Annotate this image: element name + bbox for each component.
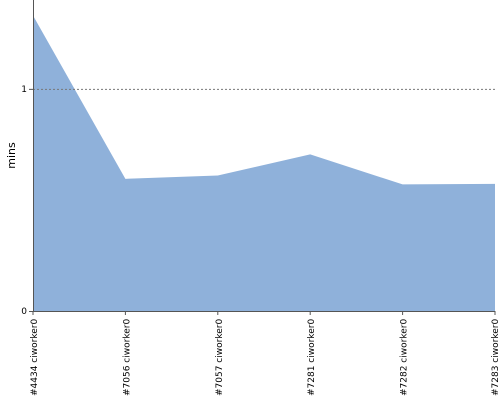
x-tick-label: #7056 ciworker0 xyxy=(122,319,132,396)
y-axis-ticks: 01 xyxy=(21,85,33,317)
x-tick-label: #7283 ciworker0 xyxy=(491,319,500,396)
x-tick-label: #7281 ciworker0 xyxy=(307,319,317,396)
x-tick-label: #7282 ciworker0 xyxy=(400,319,410,396)
x-axis-ticks: #4434 ciworker0 #7056 ciworker0 #7057 ciwo… xyxy=(30,311,500,396)
plot-area xyxy=(33,15,495,312)
y-tick-label: 0 xyxy=(21,307,27,317)
y-tick-label: 1 xyxy=(21,85,27,95)
x-tick-label: #4434 ciworker0 xyxy=(30,319,40,396)
x-tick-label: #7057 ciworker0 xyxy=(215,319,225,396)
y-axis-label: mins xyxy=(5,142,18,169)
series-area xyxy=(33,15,495,312)
